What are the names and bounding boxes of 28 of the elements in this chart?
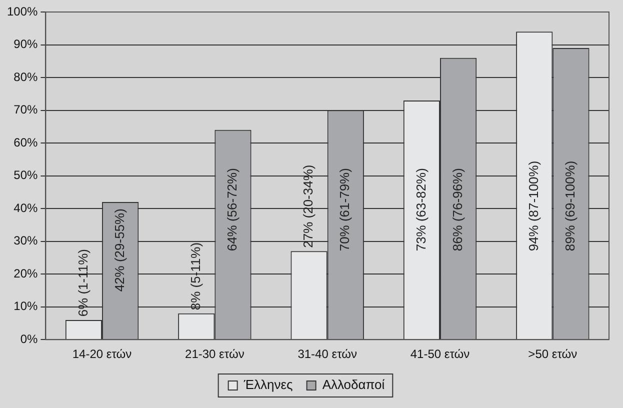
x-tick-label: 14-20 ετών — [72, 347, 132, 362]
x-tick-label: 21-30 ετών — [185, 347, 244, 362]
x-tick-label: 41-50 ετών — [410, 347, 470, 362]
y-tick-label: 80% — [14, 70, 38, 84]
data-label: 8% (5-11%) — [188, 242, 203, 310]
y-tick-label: 70% — [14, 102, 38, 117]
y-tick-label: 100% — [6, 4, 38, 18]
data-label: 64% (56-72%) — [224, 168, 240, 252]
y-tick-label: 30% — [14, 234, 38, 248]
data-label: 86% (76-96%) — [450, 168, 465, 252]
data-label: 70% (61-79%) — [337, 168, 352, 252]
legend-label: Έλληνες — [242, 377, 293, 392]
data-label: 94% (87-100%) — [526, 160, 541, 252]
y-tick-label: 90% — [14, 37, 38, 52]
data-label: 6% (1-11%) — [75, 248, 90, 317]
y-tick-label: 0% — [20, 332, 38, 346]
data-label: 73% (63-82%) — [413, 168, 428, 252]
y-tick-label: 10% — [14, 299, 38, 314]
data-label: 27% (20-34%) — [300, 164, 316, 248]
x-tick-label: 31-40 ετών — [298, 347, 358, 362]
y-tick-label: 60% — [14, 135, 38, 150]
data-label: 42% (29-55%) — [112, 208, 127, 292]
legend-label: Αλλοδαποί — [322, 377, 385, 392]
y-tick-label: 20% — [14, 266, 38, 280]
y-tick-label: 40% — [14, 200, 38, 215]
data-label: 89% (69-100%) — [562, 160, 578, 252]
x-tick-label: >50 ετών — [528, 347, 578, 362]
y-tick-label: 50% — [14, 168, 38, 182]
